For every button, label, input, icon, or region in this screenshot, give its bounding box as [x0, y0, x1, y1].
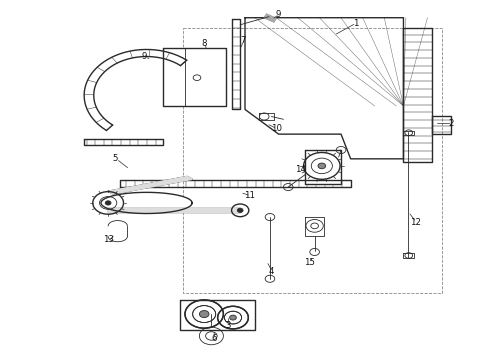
Text: 3: 3 — [225, 321, 231, 330]
Text: 6: 6 — [211, 334, 217, 343]
Text: 15: 15 — [304, 258, 316, 267]
Circle shape — [199, 311, 209, 318]
Polygon shape — [101, 192, 192, 213]
Text: 8: 8 — [201, 39, 207, 48]
Text: 11: 11 — [245, 192, 255, 201]
Circle shape — [105, 201, 111, 205]
Polygon shape — [264, 14, 276, 22]
Text: 12: 12 — [410, 218, 421, 227]
Polygon shape — [108, 208, 240, 212]
Text: 13: 13 — [102, 235, 114, 244]
Text: 10: 10 — [270, 124, 282, 133]
Polygon shape — [180, 300, 255, 330]
Text: 14: 14 — [294, 165, 306, 174]
Text: 7: 7 — [240, 36, 245, 45]
Circle shape — [237, 208, 243, 212]
Text: 9: 9 — [276, 10, 281, 19]
Text: 1: 1 — [353, 18, 358, 27]
Circle shape — [230, 315, 236, 320]
Text: 9: 9 — [142, 52, 147, 61]
Polygon shape — [163, 48, 226, 106]
Text: 2: 2 — [449, 119, 454, 128]
Polygon shape — [305, 150, 341, 184]
Text: 4: 4 — [269, 267, 274, 276]
Polygon shape — [108, 176, 192, 194]
Text: 5: 5 — [113, 154, 118, 163]
Circle shape — [318, 163, 326, 169]
